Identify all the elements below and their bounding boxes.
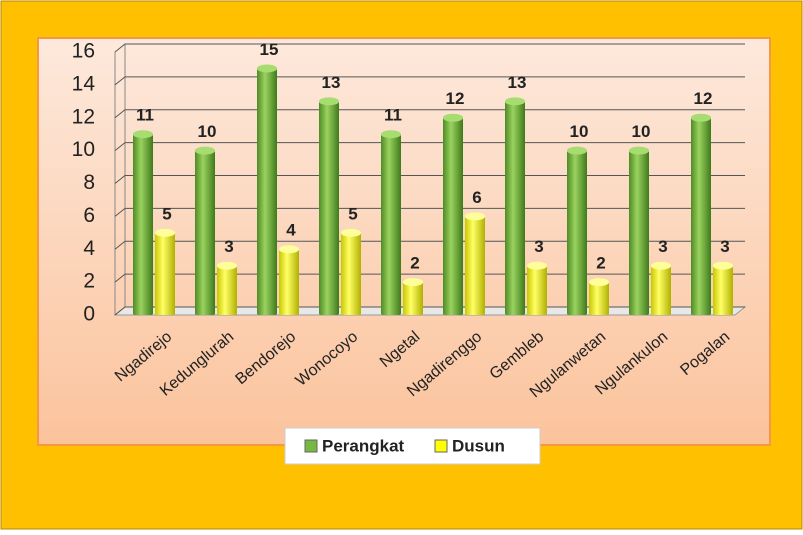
bar [629,150,649,315]
grid-line [114,109,745,119]
y-tick-label: 14 [72,72,96,95]
grid-line [114,43,745,53]
y-tick-label: 12 [72,105,95,128]
bar [527,265,547,315]
value-label: 5 [348,204,357,223]
bar [257,68,277,315]
value-label: 15 [260,40,279,59]
value-label: 3 [658,237,667,256]
bar-cap [341,228,361,237]
value-label: 13 [322,73,341,92]
bar-cap [629,146,649,155]
legend-label: Perangkat [322,436,405,455]
bar-cap [133,130,153,139]
bar-cap [195,146,215,155]
y-tick-label: 4 [83,237,95,260]
grid-line [114,76,745,86]
bar [217,265,237,315]
value-label: 11 [136,106,154,125]
bar-cap [381,130,401,139]
bar [133,134,153,315]
bar [319,101,339,315]
bar-cap [567,146,587,155]
legend-swatch [304,439,318,453]
value-label: 2 [596,254,605,273]
legend-label: Dusun [452,436,505,455]
value-label: 12 [446,89,465,108]
y-tick-label: 0 [83,303,95,326]
bar [567,150,587,315]
y-tick-label: 10 [72,138,95,161]
y-tick-label: 6 [83,204,95,227]
bar-cap [505,97,525,106]
bar [279,249,299,315]
bar [443,117,463,315]
grid-line [114,240,745,250]
bar-cap [713,261,733,270]
bar [403,282,423,315]
bar-cap [465,212,485,221]
value-label: 12 [694,89,713,108]
bar-cap [443,113,463,122]
value-label: 10 [570,122,589,141]
bar [691,117,711,315]
bar [589,282,609,315]
value-label: 10 [632,122,651,141]
legend [284,427,541,465]
bar [651,265,671,315]
value-label: 6 [472,188,481,207]
value-label: 10 [198,122,217,141]
legend-swatch [434,439,448,453]
grid-line [114,142,745,152]
value-label: 2 [410,254,419,273]
bar [505,101,525,315]
bar [465,216,485,315]
bar [713,265,733,315]
value-label: 13 [508,73,527,92]
grid-line [114,207,745,217]
bar-cap [217,261,237,270]
y-tick-label: 16 [72,40,95,63]
bar-cap [257,64,277,73]
value-label: 5 [162,204,171,223]
bar [155,232,175,315]
value-label: 3 [224,237,233,256]
value-label: 4 [286,221,296,240]
grid-line [114,175,745,184]
bar-cap [155,228,175,237]
bar-cap [319,97,339,106]
bar-cap [651,261,671,270]
bar-cap [527,261,547,270]
bar [381,134,401,315]
value-label: 11 [384,106,402,125]
bar-cap [279,245,299,254]
value-label: 3 [720,237,729,256]
bar-cap [691,113,711,122]
y-tick-label: 2 [83,270,95,293]
bar-cap [403,278,423,287]
bar-cap [589,278,609,287]
bar [341,232,361,315]
y-tick-label: 8 [83,171,95,194]
bar [195,150,215,315]
value-label: 3 [534,237,543,256]
